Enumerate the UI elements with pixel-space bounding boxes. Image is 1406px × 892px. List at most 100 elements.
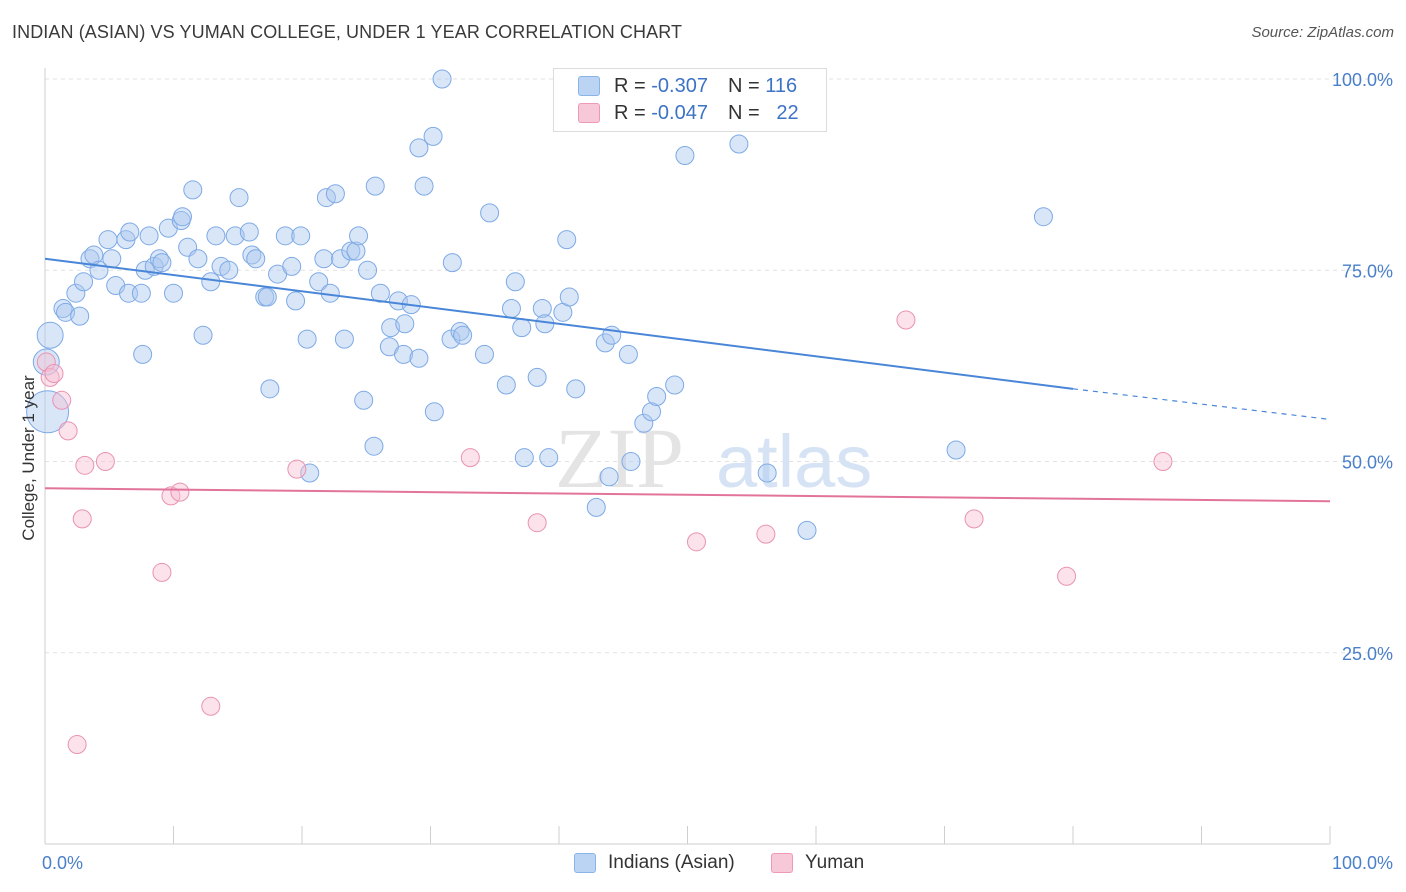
point-indians bbox=[557, 230, 577, 250]
point-yuman bbox=[52, 390, 72, 410]
point-indians bbox=[539, 448, 559, 468]
point-yuman bbox=[527, 513, 547, 533]
point-yuman bbox=[72, 509, 92, 529]
trend-line-yuman bbox=[44, 487, 1331, 503]
point-indians bbox=[409, 138, 429, 158]
axis-labels: 100.0% 75.0% 50.0% 25.0% 0.0% 100.0% bbox=[42, 70, 1393, 873]
point-indians bbox=[388, 291, 408, 311]
x-tick-label-right: 100.0% bbox=[1332, 853, 1393, 873]
point-indians bbox=[512, 318, 532, 338]
point-indians bbox=[346, 241, 366, 261]
point-indians bbox=[665, 375, 685, 395]
point-indians bbox=[358, 260, 378, 280]
point-yuman bbox=[756, 524, 776, 544]
point-indians bbox=[409, 348, 429, 368]
point-indians bbox=[242, 245, 262, 265]
point-yuman bbox=[36, 352, 56, 372]
point-yuman bbox=[964, 509, 984, 529]
point-indians bbox=[139, 226, 159, 246]
point-yuman bbox=[896, 310, 916, 330]
point-indians bbox=[297, 329, 317, 349]
point-indians bbox=[309, 272, 329, 292]
point-indians bbox=[229, 188, 249, 208]
point-indians bbox=[559, 287, 579, 307]
y-tick-label: 100.0% bbox=[1332, 70, 1393, 90]
point-indians bbox=[66, 283, 86, 303]
legend-item-yuman[interactable]: Yuman bbox=[771, 852, 864, 874]
point-indians bbox=[532, 299, 552, 318]
legend-r-label: R = bbox=[614, 74, 646, 97]
point-indians bbox=[133, 344, 153, 364]
point-indians bbox=[647, 386, 667, 406]
point-indians bbox=[599, 467, 619, 487]
legend-item-indians[interactable]: Indians (Asian) bbox=[574, 852, 735, 874]
y-tick-label: 25.0% bbox=[1342, 644, 1393, 664]
point-yuman bbox=[95, 452, 115, 471]
point-yuman bbox=[1153, 452, 1173, 471]
legend-swatch-yuman bbox=[771, 853, 793, 873]
point-indians bbox=[618, 344, 638, 364]
point-indians bbox=[423, 126, 443, 146]
point-indians bbox=[480, 203, 500, 223]
legend-row-yuman: R = -0.047 N = 22 bbox=[578, 100, 799, 126]
point-indians bbox=[501, 299, 521, 318]
legend-swatch-indians bbox=[574, 853, 596, 873]
point-indians bbox=[70, 306, 90, 326]
legend-r-value-yuman: -0.047 bbox=[651, 101, 708, 124]
point-indians bbox=[26, 390, 70, 434]
point-indians bbox=[334, 329, 354, 349]
watermark: ZIP atlas bbox=[555, 410, 872, 506]
point-indians bbox=[314, 249, 334, 269]
point-indians bbox=[56, 302, 76, 322]
scatter-points bbox=[26, 69, 1173, 755]
legend-swatch-yuman bbox=[578, 103, 600, 123]
point-yuman bbox=[58, 421, 78, 441]
point-yuman bbox=[287, 459, 307, 479]
point-yuman bbox=[67, 735, 87, 755]
point-indians bbox=[219, 260, 239, 280]
point-indians bbox=[514, 448, 534, 468]
point-indians bbox=[364, 436, 384, 456]
point-indians bbox=[496, 375, 516, 395]
legend-label-indians: Indians (Asian) bbox=[608, 852, 735, 873]
point-indians bbox=[201, 272, 221, 292]
point-indians bbox=[291, 226, 311, 246]
point-indians bbox=[183, 180, 203, 200]
point-yuman bbox=[460, 448, 480, 468]
correlation-legend: R = -0.307 N = 116 R = -0.047 N = 22 bbox=[553, 68, 827, 132]
point-indians bbox=[634, 413, 654, 433]
point-yuman bbox=[75, 455, 95, 475]
point-indians bbox=[527, 367, 547, 387]
point-indians bbox=[505, 272, 525, 292]
point-indians bbox=[36, 321, 64, 349]
point-indians bbox=[729, 134, 749, 154]
watermark-zip: ZIP bbox=[555, 410, 684, 506]
point-indians bbox=[566, 379, 586, 399]
point-indians bbox=[206, 226, 226, 246]
legend-label-yuman: Yuman bbox=[805, 852, 865, 873]
point-indians bbox=[414, 176, 434, 196]
point-yuman bbox=[201, 696, 221, 716]
source-label: Source: ZipAtlas.com bbox=[1251, 24, 1394, 41]
point-indians bbox=[365, 176, 385, 196]
point-indians bbox=[286, 291, 306, 311]
x-tick-label-left: 0.0% bbox=[42, 853, 83, 873]
trend-line-indians bbox=[44, 257, 1074, 390]
point-indians bbox=[331, 249, 351, 269]
point-indians bbox=[172, 207, 192, 227]
point-yuman bbox=[40, 367, 60, 387]
legend-swatch-indians bbox=[578, 76, 600, 96]
point-yuman bbox=[1057, 566, 1077, 586]
grid-lines bbox=[45, 78, 1392, 654]
point-indians bbox=[164, 283, 183, 303]
point-indians bbox=[442, 253, 462, 273]
point-indians bbox=[188, 249, 208, 269]
point-indians bbox=[193, 325, 213, 345]
point-indians bbox=[946, 440, 966, 460]
point-indians bbox=[354, 390, 374, 410]
point-indians bbox=[225, 226, 245, 246]
legend-row-indians: R = -0.307 N = 116 bbox=[578, 73, 797, 99]
point-indians bbox=[453, 325, 473, 345]
point-indians bbox=[152, 253, 172, 273]
